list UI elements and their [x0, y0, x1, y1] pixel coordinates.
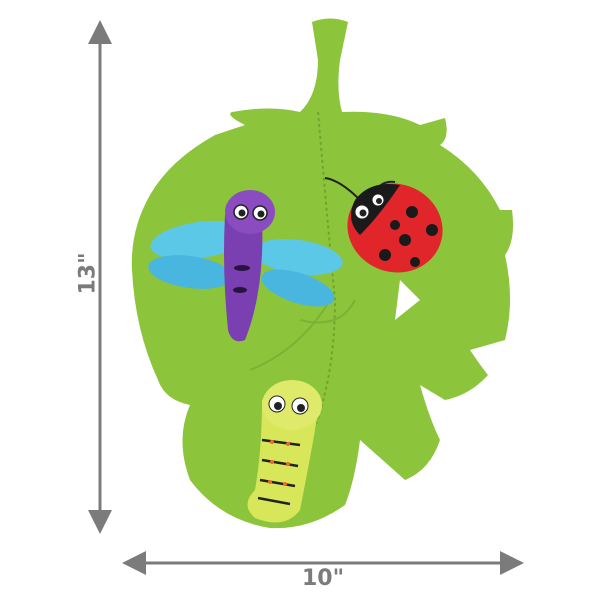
width-label: 10"	[302, 566, 345, 591]
caterpillar-toy	[247, 380, 322, 523]
height-label: 13"	[75, 252, 101, 295]
ladybug-toy	[324, 177, 443, 273]
dragonfly-toy	[148, 190, 343, 342]
